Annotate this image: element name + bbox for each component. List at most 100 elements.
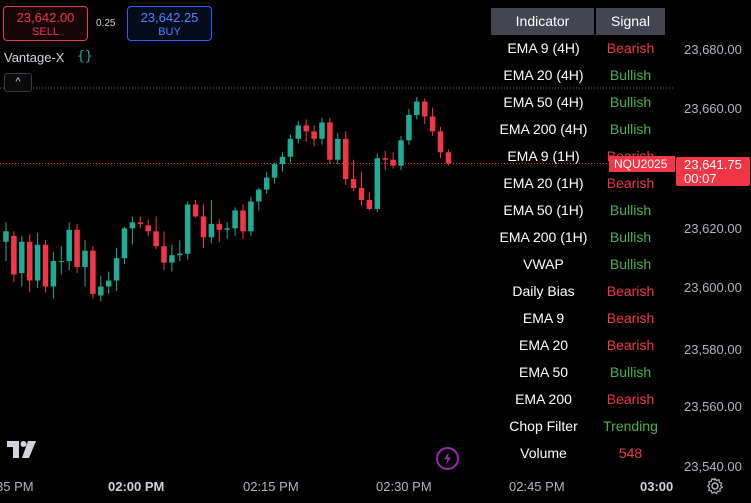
candle	[177, 240, 183, 262]
table-row: EMA 50 Bullish	[491, 359, 665, 386]
indicator-cell: Volume	[520, 445, 567, 461]
signal-cell: Bullish	[609, 67, 652, 83]
candle	[327, 117, 333, 165]
candle	[406, 109, 412, 145]
time-axis[interactable]: 35 PM 02:00 PM 02:15 PM 02:30 PM 02:45 PM 03:…	[0, 473, 751, 503]
signal-cell: Bearish	[606, 337, 655, 353]
candle	[208, 199, 215, 244]
candle	[161, 231, 167, 271]
candle	[358, 171, 365, 206]
candle	[192, 199, 199, 218]
indicator-cell: EMA 50 (1H)	[503, 202, 584, 218]
table-row: EMA 9 Bearish	[491, 305, 665, 332]
indicator-cell: EMA 200 (1H)	[499, 229, 588, 245]
candle	[121, 226, 128, 265]
candle	[374, 153, 381, 212]
candle-body	[342, 138, 349, 180]
indicator-cell: EMA 50 (4H)	[503, 94, 584, 110]
indicator-cell: EMA 20 (1H)	[503, 175, 584, 191]
candle-body	[161, 246, 167, 263]
candle-body	[263, 177, 270, 190]
table-row: EMA 20 Bearish	[491, 332, 665, 359]
table-row: Daily Bias Bearish	[491, 278, 665, 305]
tradingview-logo-icon[interactable]	[7, 441, 37, 458]
candle-body	[335, 138, 341, 160]
source-code-icon[interactable]: {}	[77, 49, 93, 64]
candle	[240, 204, 246, 239]
candle	[342, 131, 349, 186]
candle	[50, 252, 57, 299]
candle	[82, 240, 88, 287]
candle	[398, 135, 404, 171]
candle-body	[366, 199, 373, 209]
candle	[366, 192, 373, 211]
candle-body	[248, 201, 254, 232]
candle	[184, 201, 191, 260]
candle-body	[429, 116, 436, 132]
candle	[98, 276, 104, 302]
indicator-cell: Chop Filter	[509, 418, 578, 434]
candle-body	[256, 189, 262, 202]
candle	[248, 197, 254, 236]
price-tick: 23,680.00	[684, 42, 742, 57]
price-tick: 23,620.00	[684, 221, 742, 236]
time-tick: 02:45 PM	[509, 479, 565, 494]
candle-body	[192, 204, 199, 217]
indicator-cell: EMA 9 (1H)	[507, 148, 580, 164]
time-tick: 35 PM	[0, 479, 34, 494]
candle-body	[398, 140, 404, 166]
candle	[26, 234, 33, 293]
signal-cell: Bullish	[609, 202, 652, 218]
candle	[200, 204, 207, 248]
candle	[390, 152, 396, 169]
candle-body	[58, 261, 65, 263]
indicator-cell: EMA 200	[515, 391, 572, 407]
signal-cell: Bearish	[606, 310, 655, 326]
candle	[256, 188, 262, 211]
candle-body	[105, 280, 112, 287]
candle	[350, 159, 357, 192]
table-row: EMA 20 (4H) Bullish	[491, 62, 665, 89]
candle-body	[82, 250, 88, 268]
price-tick: 23,660.00	[684, 101, 742, 116]
collapse-legend-button[interactable]: ^	[4, 73, 32, 92]
signal-cell: Bullish	[609, 364, 652, 380]
candle-body	[34, 244, 41, 281]
indicator-cell: EMA 9 (4H)	[507, 40, 580, 56]
bolt-icon[interactable]	[436, 447, 459, 470]
table-body: EMA 9 (4H) Bearish EMA 20 (4H) Bullish EMA 5…	[491, 35, 665, 467]
candle-body	[184, 204, 191, 254]
candle-body	[216, 223, 223, 230]
buy-button[interactable]: 23,642.25 BUY	[127, 6, 212, 41]
current-price: 23,641.75	[684, 157, 742, 172]
candlestick-chart[interactable]	[0, 0, 675, 473]
candle	[414, 97, 420, 120]
price-tick: 23,580.00	[684, 342, 742, 357]
candle-body	[382, 158, 388, 160]
candle	[382, 150, 388, 171]
price-axis[interactable]: 23,680.0023,660.0023,640.0023,620.0023,6…	[675, 0, 751, 474]
candle	[271, 162, 278, 184]
table-row: EMA 200 Bearish	[491, 386, 665, 413]
indicator-cell: EMA 200 (4H)	[499, 121, 588, 137]
candle	[34, 232, 41, 288]
gear-icon[interactable]	[706, 477, 724, 495]
indicator-name[interactable]: Vantage-X	[4, 50, 65, 65]
candle	[90, 246, 96, 299]
candle-body	[390, 159, 396, 166]
sell-button[interactable]: 23,642.00 SELL	[3, 6, 88, 41]
candle	[113, 247, 120, 291]
candle-body	[406, 114, 412, 141]
table-row: EMA 50 (4H) Bullish	[491, 89, 665, 116]
sell-label: SELL	[32, 26, 59, 38]
indicator-cell: EMA 9	[522, 310, 565, 326]
candle-body	[287, 138, 294, 157]
signal-cell: 548	[618, 445, 643, 461]
candle	[303, 119, 309, 142]
chart-area[interactable]	[0, 0, 675, 473]
candle-body	[224, 228, 230, 230]
spread-value: 0.25	[96, 18, 116, 29]
buy-price: 23,642.25	[140, 10, 199, 25]
candle	[169, 244, 175, 272]
bar-countdown: 00:07	[684, 171, 717, 186]
